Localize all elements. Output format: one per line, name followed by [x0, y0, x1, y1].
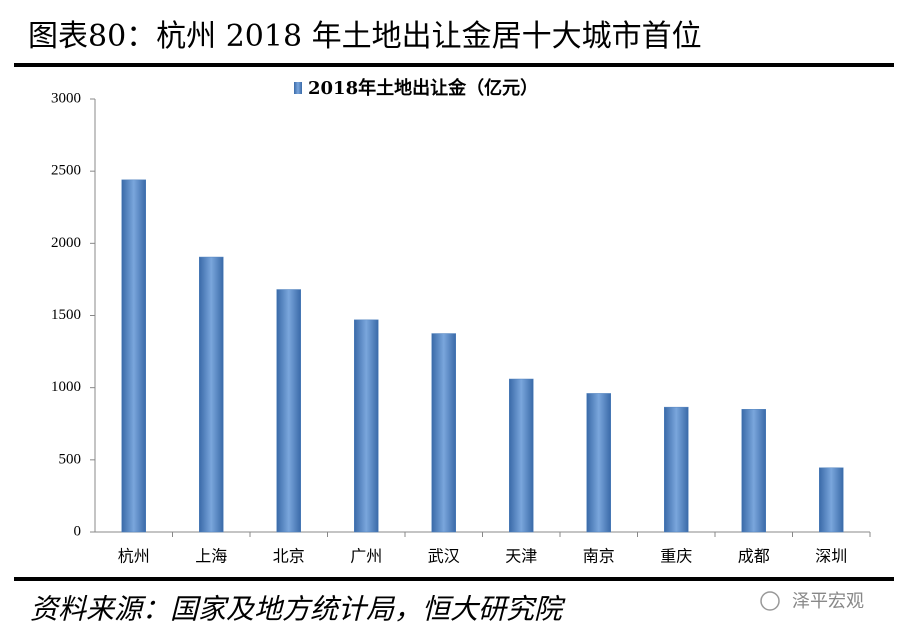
legend-label: 2018年土地出让金（亿元）	[308, 77, 538, 99]
chart-title: 图表80：杭州 2018 年土地出让金居十大城市首位	[28, 19, 702, 54]
bar	[199, 256, 224, 533]
x-tick-label: 南京	[583, 547, 615, 566]
x-tick-label: 杭州	[118, 547, 150, 566]
title-rule	[14, 63, 894, 67]
y-tick-label: 2500	[51, 163, 81, 179]
x-tick-label: 成都	[738, 547, 770, 566]
y-tick-label: 1500	[51, 307, 81, 323]
y-tick-label: 3000	[51, 90, 81, 106]
watermark-icon	[760, 591, 780, 611]
x-tick-label: 广州	[350, 547, 382, 566]
x-tick-label: 武汉	[428, 547, 460, 566]
legend-swatch	[294, 82, 302, 94]
bar	[741, 409, 766, 533]
source: 资料来源：国家及地方统计局，恒大研究院	[30, 593, 566, 626]
x-tick-label: 深圳	[815, 547, 847, 566]
bar	[354, 319, 379, 533]
y-tick-label: 500	[59, 451, 82, 467]
x-tick-label: 上海	[195, 547, 227, 566]
x-tick-label: 北京	[273, 547, 305, 566]
bar	[819, 467, 844, 533]
x-tick-label: 重庆	[660, 547, 692, 566]
bar	[664, 406, 689, 533]
bar	[509, 378, 534, 533]
y-tick-label: 0	[74, 523, 82, 539]
watermark: 泽平宏观	[792, 591, 864, 612]
x-tick-label: 天津	[505, 547, 537, 566]
bar	[586, 393, 611, 533]
bar	[121, 179, 146, 533]
source-rule	[14, 577, 894, 581]
bar	[431, 333, 456, 533]
y-tick-label: 2000	[51, 235, 81, 251]
bar	[276, 289, 301, 533]
y-tick-label: 1000	[51, 379, 81, 395]
